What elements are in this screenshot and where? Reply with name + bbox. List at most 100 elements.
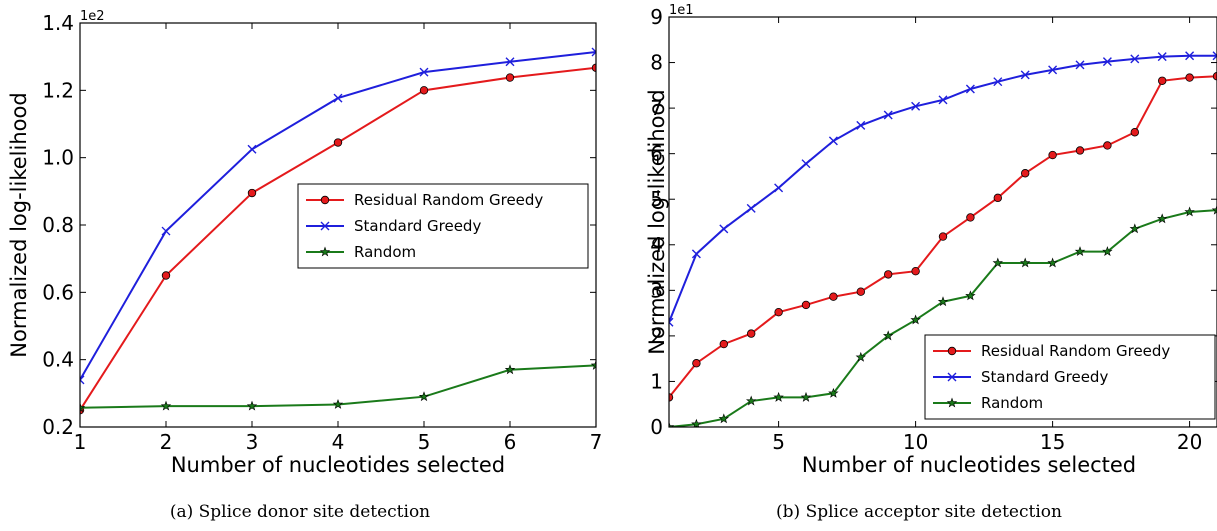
x-axis-label: Number of nucleotides selected (802, 453, 1136, 477)
data-point-x (1185, 51, 1195, 61)
caption-a: (a) Splice donor site detection (170, 502, 430, 522)
legend-marker-circle (320, 195, 330, 205)
data-point-star (745, 395, 757, 406)
data-point-star (160, 400, 172, 411)
data-point-star (590, 359, 596, 370)
legend-marker-x (947, 372, 957, 382)
data-point-circle (966, 213, 975, 222)
data-point-star (504, 364, 516, 375)
y-tick-label: 3 (650, 278, 663, 302)
data-point-circle (692, 359, 701, 368)
data-point-star (1102, 246, 1113, 257)
x-tick-label: 1 (74, 430, 87, 454)
x-tick-label: 15 (1040, 430, 1065, 454)
data-point-circle (774, 308, 783, 317)
data-point-x (591, 47, 596, 57)
data-point-star (718, 413, 729, 424)
data-point-circle (747, 329, 756, 338)
data-point-x (911, 101, 921, 111)
data-point-circle (856, 287, 865, 296)
data-point-x (1048, 65, 1058, 75)
legend-marker-circle (947, 346, 957, 356)
data-point-x (691, 249, 701, 259)
x-tick-label: 10 (903, 430, 928, 454)
y-tick-label: 1 (650, 369, 663, 393)
chart-panel-a: 0.2 0.4 0.6 0.8 1.0 1.2 1.4 1 2 3 4 5 6 7 1e2 Number of… (7, 9, 602, 477)
data-point-x (965, 84, 975, 94)
data-point-x (856, 120, 866, 130)
data-point-x (419, 67, 429, 77)
data-point-x (1130, 54, 1140, 64)
data-point-star (80, 402, 86, 413)
y-tick-label: 8 (650, 51, 663, 75)
x-axis-label: Number of nucleotides selected (171, 453, 505, 477)
legend-label: Random (981, 394, 1043, 412)
x-tick-label: 2 (160, 430, 173, 454)
x-tick-label: 6 (504, 430, 517, 454)
legend-marker-x (320, 221, 330, 231)
x-tick-label: 4 (332, 430, 345, 454)
data-point-circle (591, 63, 596, 72)
y-axis-label: Normalized log-likelihood (7, 92, 31, 357)
data-point-circle (1103, 141, 1112, 150)
data-point-star (773, 391, 784, 402)
data-point-circle (1185, 73, 1194, 82)
legend-label: Standard Greedy (981, 368, 1108, 386)
legend: Residual Random Greedy Standard Greedy Ran… (924, 334, 1216, 420)
data-point-x (883, 110, 893, 120)
data-point-star (691, 418, 702, 427)
data-point-x (1157, 52, 1167, 62)
data-point-x (247, 144, 257, 154)
y-tick-label: 7 (650, 96, 663, 120)
data-point-circle (993, 193, 1002, 203)
data-point-star (937, 296, 949, 307)
data-point-star (1129, 223, 1141, 234)
legend-box (924, 334, 1216, 420)
y-tick-label: 1.2 (42, 78, 74, 102)
data-point-circle (1157, 76, 1167, 85)
data-point-x (1075, 60, 1085, 70)
data-point-star (1074, 246, 1086, 257)
data-point-star (1020, 257, 1031, 268)
plot-frame (79, 22, 597, 428)
data-point-x (774, 183, 784, 193)
data-point-circle (829, 292, 838, 301)
y-tick-label: 0.4 (42, 348, 74, 372)
data-point-x (161, 226, 171, 236)
data-point-star (965, 290, 976, 301)
data-point-circle (1048, 150, 1057, 160)
data-point-circle (1130, 128, 1139, 137)
y-axis-label: Normalized log-likelihood (645, 89, 669, 354)
data-point-star (992, 257, 1003, 268)
legend-label: Residual Random Greedy (354, 191, 543, 209)
y-tick-label: 1.0 (42, 146, 74, 170)
x-tick-label: 7 (590, 430, 603, 454)
data-point-circle (911, 267, 920, 276)
series-line-x (669, 54, 1217, 323)
data-point-circle (938, 232, 948, 241)
y-tick-label: 6 (650, 142, 663, 166)
y-tick-label: 0.2 (42, 415, 74, 439)
data-point-star (1184, 206, 1195, 217)
y-tick-label: 9 (650, 5, 663, 29)
data-point-star (910, 314, 921, 325)
data-point-x (333, 93, 343, 103)
y-tick-label: 0 (650, 415, 663, 439)
data-point-x (1020, 70, 1030, 80)
data-point-x (505, 57, 515, 67)
y-offset-label: 1e1 (669, 3, 694, 18)
data-point-star (1211, 204, 1217, 215)
x-tick-label: 20 (1177, 430, 1202, 454)
data-point-x (993, 77, 1003, 87)
data-point-x (1212, 51, 1217, 61)
data-point-circle (161, 271, 171, 280)
data-point-star (246, 400, 258, 411)
y-tick-label: 5 (650, 187, 663, 211)
legend-marker-star (946, 397, 958, 408)
legend-marker-star (319, 246, 331, 257)
data-point-star (1157, 213, 1168, 224)
data-point-circle (333, 138, 343, 147)
x-tick-label: 5 (772, 430, 785, 454)
data-point-x (1102, 57, 1112, 67)
